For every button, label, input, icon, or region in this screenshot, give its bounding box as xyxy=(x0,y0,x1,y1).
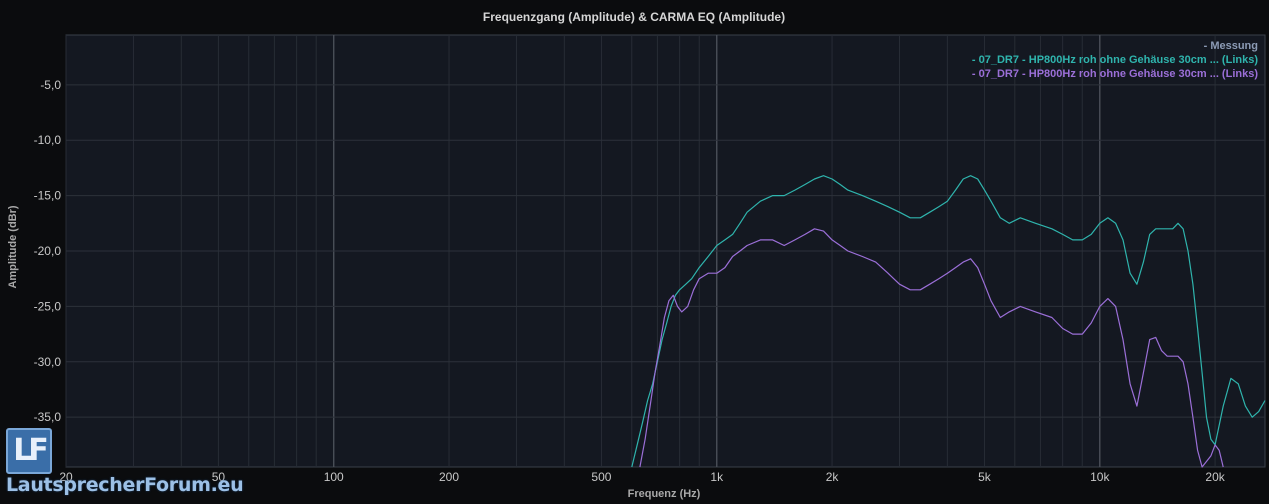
series-line-2 xyxy=(639,228,1224,468)
x-tick-label: 5k xyxy=(978,470,992,484)
x-tick-labels: 20 50 100 200 500 1k 2k 5k 10k 20k xyxy=(59,470,1225,484)
y-tick-label: -15,0 xyxy=(34,189,62,203)
legend-entry: - Messung xyxy=(1204,40,1258,52)
x-axis-label: Frequenz (Hz) xyxy=(628,488,701,500)
x-tick-label: 50 xyxy=(212,470,226,484)
y-tick-labels: -5,0 -10,0 -15,0 -20,0 -25,0 -30,0 -35,0 xyxy=(34,78,62,424)
x-tick-label: 10k xyxy=(1090,470,1110,484)
x-tick-label: 2k xyxy=(826,470,840,484)
x-tick-label: 1k xyxy=(710,470,724,484)
y-tick-label: -5,0 xyxy=(40,78,61,92)
y-tick-label: -35,0 xyxy=(34,410,62,424)
y-tick-label: -30,0 xyxy=(34,355,62,369)
legend-entry: - 07_DR7 - HP800Hz roh ohne Gehäuse 30cm… xyxy=(972,54,1258,66)
x-tick-label: 200 xyxy=(439,470,459,484)
y-tick-label: -10,0 xyxy=(34,133,62,147)
logo-mark: LF xyxy=(6,428,52,474)
x-tick-label: 20 xyxy=(59,470,73,484)
legend-entry: - 07_DR7 - HP800Hz roh ohne Gehäuse 30cm… xyxy=(972,68,1258,80)
chart-title: Frequenzgang (Amplitude) & CARMA EQ (Amp… xyxy=(483,10,785,24)
x-tick-label: 100 xyxy=(324,470,344,484)
series-line-1 xyxy=(631,175,1266,468)
y-axis-label: Amplitude (dBr) xyxy=(7,205,19,288)
grid-lines xyxy=(65,35,1265,467)
series-lines xyxy=(631,175,1266,468)
y-tick-label: -25,0 xyxy=(34,299,62,313)
y-tick-label: -20,0 xyxy=(34,244,62,258)
x-tick-label: 20k xyxy=(1205,470,1225,484)
x-tick-label: 500 xyxy=(591,470,611,484)
legend: - Messung - 07_DR7 - HP800Hz roh ohne Geh… xyxy=(972,40,1258,80)
watermark-logo: LF LautsprecherForum.eu xyxy=(6,428,244,500)
logo-text: LautsprecherForum.eu xyxy=(6,474,244,496)
